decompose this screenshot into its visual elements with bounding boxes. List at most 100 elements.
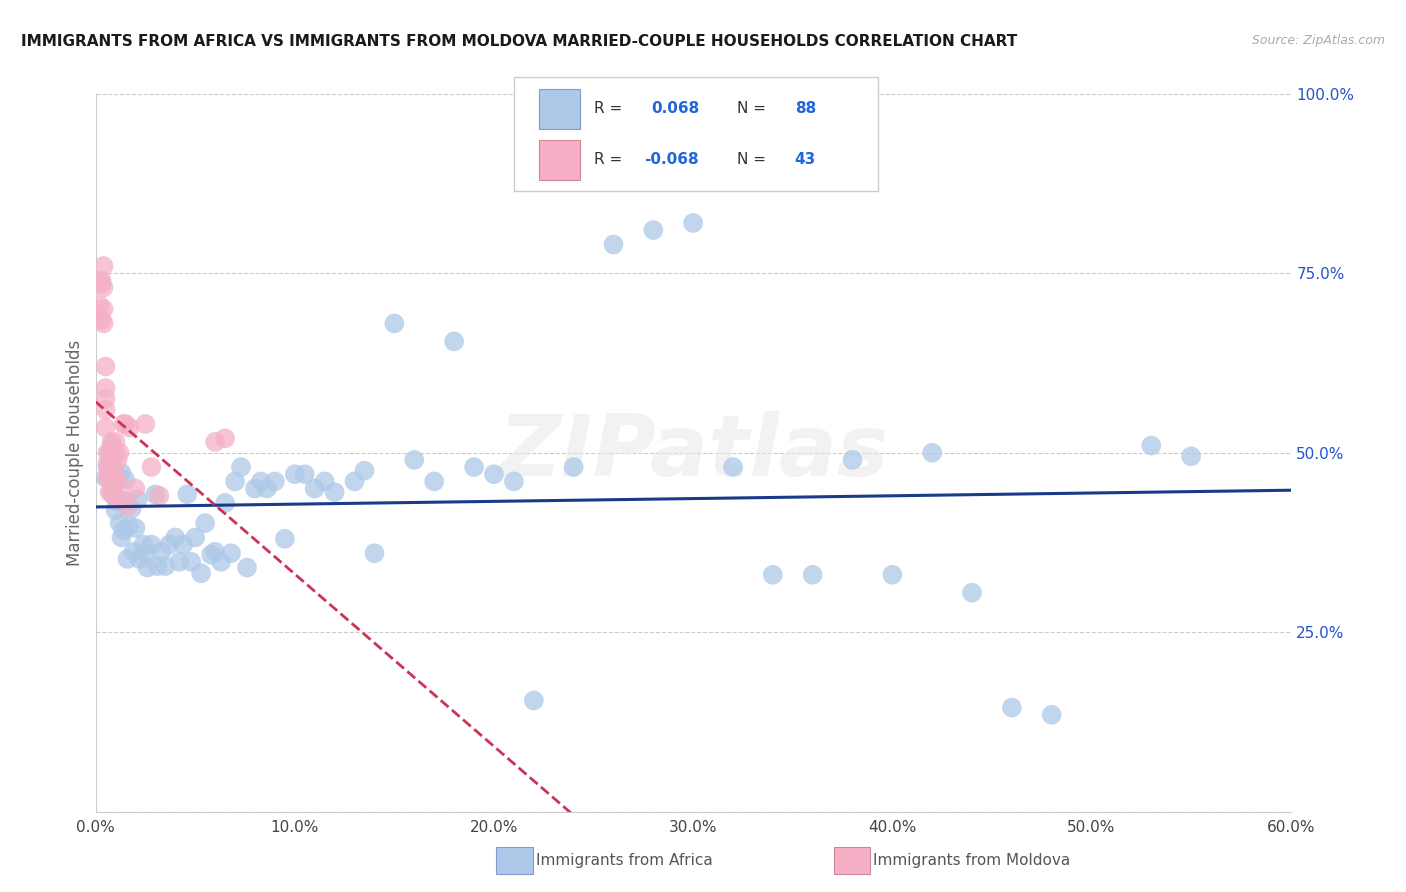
Point bbox=[104, 466, 127, 480]
Point bbox=[176, 487, 198, 501]
Point bbox=[93, 317, 115, 331]
Point bbox=[103, 475, 125, 490]
Text: IMMIGRANTS FROM AFRICA VS IMMIGRANTS FROM MOLDOVA MARRIED-COUPLE HOUSEHOLDS CORR: IMMIGRANTS FROM AFRICA VS IMMIGRANTS FRO… bbox=[21, 34, 1018, 49]
Point bbox=[562, 460, 585, 475]
Point bbox=[219, 546, 242, 560]
Point bbox=[132, 538, 155, 552]
Point bbox=[243, 482, 266, 496]
Point bbox=[141, 538, 163, 552]
Point bbox=[112, 417, 135, 431]
Point bbox=[180, 555, 202, 569]
Point bbox=[1040, 707, 1063, 722]
Point bbox=[148, 489, 170, 503]
Point bbox=[141, 460, 163, 475]
Point bbox=[100, 453, 122, 467]
Point bbox=[284, 467, 307, 482]
Point bbox=[94, 471, 117, 485]
Point bbox=[100, 475, 122, 489]
Point bbox=[122, 545, 145, 559]
Point bbox=[98, 485, 121, 500]
Point bbox=[94, 359, 117, 374]
Text: R =: R = bbox=[593, 101, 623, 116]
Point bbox=[1140, 438, 1163, 452]
Point bbox=[274, 532, 297, 546]
Point bbox=[463, 460, 485, 475]
FancyBboxPatch shape bbox=[538, 88, 579, 129]
Point bbox=[98, 464, 121, 478]
Point bbox=[762, 567, 785, 582]
Point bbox=[103, 489, 125, 503]
Point bbox=[353, 464, 375, 478]
Point bbox=[150, 545, 173, 559]
Point bbox=[209, 555, 232, 569]
Point bbox=[98, 453, 121, 467]
Point bbox=[104, 503, 127, 517]
Point bbox=[100, 438, 122, 452]
Text: -0.068: -0.068 bbox=[644, 152, 699, 167]
Point bbox=[96, 471, 120, 485]
Point bbox=[110, 466, 132, 480]
Point bbox=[124, 521, 146, 535]
Point bbox=[682, 216, 704, 230]
Point bbox=[108, 516, 131, 530]
Point bbox=[157, 538, 180, 552]
Point bbox=[128, 552, 150, 566]
Point bbox=[1180, 450, 1202, 464]
Point bbox=[104, 489, 127, 503]
Point bbox=[169, 555, 191, 569]
Point bbox=[114, 473, 136, 487]
Point bbox=[236, 560, 259, 574]
Point bbox=[93, 259, 115, 273]
Point bbox=[190, 566, 212, 581]
Point bbox=[107, 475, 129, 489]
Point bbox=[110, 492, 132, 507]
Point bbox=[96, 457, 120, 471]
Point bbox=[100, 434, 122, 449]
Point bbox=[229, 460, 252, 475]
Point bbox=[172, 538, 194, 552]
Point bbox=[118, 420, 141, 434]
Point bbox=[343, 475, 366, 489]
Point bbox=[423, 475, 446, 489]
Point bbox=[90, 313, 112, 327]
Point bbox=[100, 485, 122, 500]
Point bbox=[110, 530, 132, 544]
Point bbox=[643, 223, 665, 237]
Point bbox=[200, 548, 222, 562]
Point bbox=[204, 434, 226, 449]
Point bbox=[146, 559, 169, 574]
Point bbox=[523, 693, 546, 707]
Point bbox=[314, 475, 336, 489]
Point bbox=[90, 277, 112, 291]
Point bbox=[145, 487, 167, 501]
Point bbox=[103, 475, 125, 489]
Point bbox=[294, 467, 316, 482]
Point bbox=[107, 473, 129, 487]
Point bbox=[108, 445, 131, 460]
Point bbox=[104, 434, 127, 449]
Point bbox=[384, 317, 406, 331]
Point bbox=[404, 453, 426, 467]
Point bbox=[121, 501, 143, 516]
Point bbox=[155, 559, 177, 574]
Point bbox=[93, 280, 115, 294]
Point bbox=[256, 482, 278, 496]
Point bbox=[960, 585, 983, 599]
Point bbox=[103, 464, 125, 478]
Point bbox=[721, 460, 744, 475]
FancyBboxPatch shape bbox=[515, 77, 879, 191]
Text: Source: ZipAtlas.com: Source: ZipAtlas.com bbox=[1251, 34, 1385, 47]
Point bbox=[801, 567, 824, 582]
Point bbox=[250, 475, 273, 489]
Point bbox=[482, 467, 505, 482]
Point bbox=[89, 313, 111, 327]
Point bbox=[921, 445, 943, 460]
Text: R =: R = bbox=[593, 152, 623, 167]
Point bbox=[443, 334, 465, 349]
Point bbox=[304, 482, 326, 496]
Text: N =: N = bbox=[737, 152, 766, 167]
Point bbox=[112, 523, 135, 537]
Y-axis label: Married-couple Households: Married-couple Households bbox=[66, 340, 84, 566]
Point bbox=[96, 445, 120, 460]
Point bbox=[224, 475, 246, 489]
